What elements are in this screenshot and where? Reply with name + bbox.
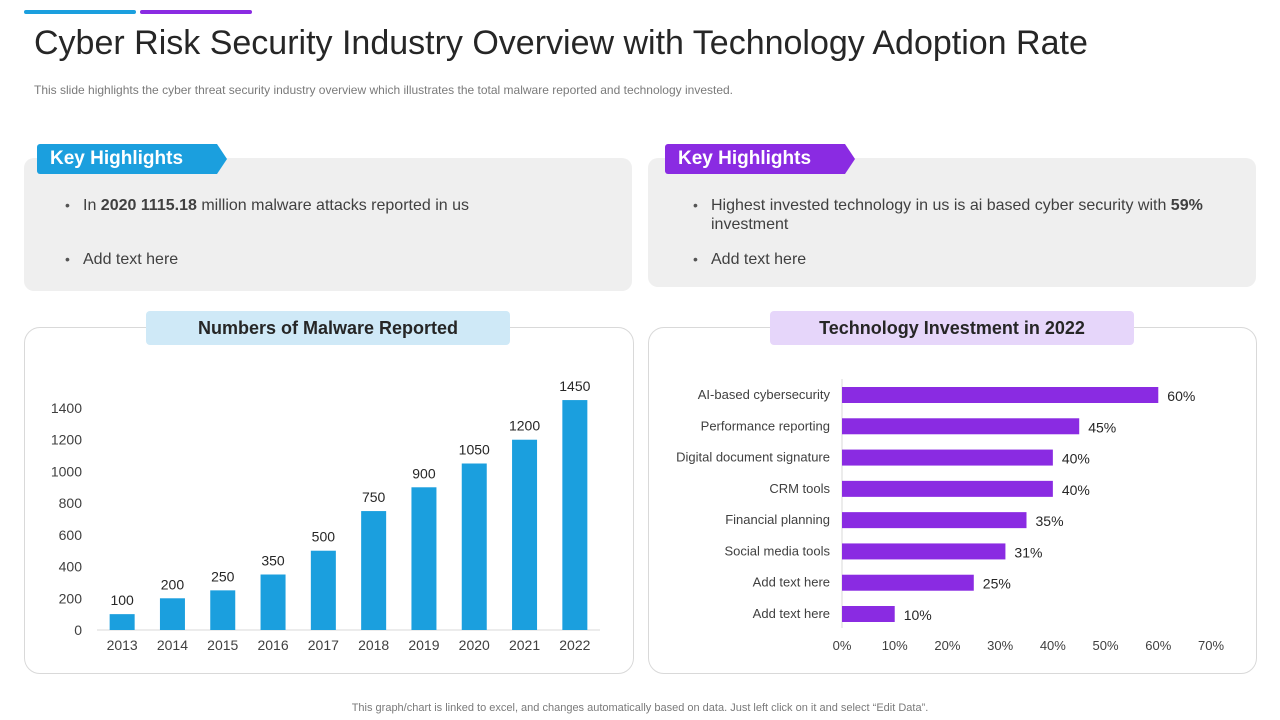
bar — [461, 463, 487, 630]
highlight-right-bullet-1-post: investment — [711, 216, 789, 233]
bar-value-label: 750 — [362, 489, 386, 505]
investment-chart-title: Technology Investment in 2022 — [770, 311, 1134, 345]
x-tick-label: 30% — [987, 638, 1013, 653]
y-tick-label: 1400 — [51, 400, 82, 416]
x-tick-label: 40% — [1040, 638, 1066, 653]
bar — [562, 400, 588, 630]
bar-value-label: 1200 — [509, 418, 540, 434]
bar — [361, 511, 387, 630]
bar-value-label: 500 — [312, 529, 336, 545]
page-title: Cyber Risk Security Industry Overview wi… — [34, 24, 1088, 62]
highlight-right-bullet-1: Highest invested technology in us is ai … — [693, 196, 1213, 234]
y-tick-label: 1000 — [51, 463, 82, 479]
hbar-value-label: 10% — [904, 607, 932, 623]
hbar — [842, 449, 1053, 466]
highlights-list-left: In 2020 1115.18 million malware attacks … — [65, 196, 605, 269]
bar — [310, 550, 336, 630]
y-tick-label: 1200 — [51, 432, 82, 448]
highlight-left-bullet-2: Add text here — [65, 250, 605, 269]
hbar-value-label: 40% — [1062, 482, 1090, 498]
x-tick-label: 2020 — [459, 637, 490, 653]
bar-value-label: 200 — [161, 576, 185, 592]
x-tick-label: 20% — [934, 638, 960, 653]
malware-chart-title: Numbers of Malware Reported — [146, 311, 510, 345]
hbar — [842, 480, 1053, 497]
bar-value-label: 100 — [110, 592, 134, 608]
hbar-value-label: 60% — [1167, 388, 1195, 404]
category-label: CRM tools — [769, 481, 830, 496]
y-tick-label: 800 — [59, 495, 83, 511]
hbar-value-label: 45% — [1088, 419, 1116, 435]
highlight-left-bullet-1-post: million malware attacks reported in us — [196, 197, 470, 214]
x-tick-label: 2016 — [257, 637, 288, 653]
hbar-value-label: 31% — [1014, 544, 1042, 560]
page-subtitle: This slide highlights the cyber threat s… — [34, 83, 734, 97]
key-highlights-tag-left-label: Key Highlights — [50, 148, 184, 169]
x-tick-label: 2015 — [207, 637, 238, 653]
highlights-list-right: Highest invested technology in us is ai … — [693, 196, 1213, 269]
key-highlights-tag-right: Key Highlights — [665, 144, 855, 174]
category-label: Financial planning — [725, 512, 830, 527]
accent-bar-blue — [24, 10, 136, 14]
bar-value-label: 1050 — [459, 442, 490, 458]
x-tick-label: 2019 — [408, 637, 439, 653]
hbar — [842, 574, 974, 591]
x-tick-label: 60% — [1145, 638, 1171, 653]
y-tick-label: 600 — [59, 527, 83, 543]
highlight-right-bullet-1-pre: Highest invested technology in us is ai … — [711, 197, 1171, 214]
x-tick-label: 2022 — [559, 637, 590, 653]
y-tick-label: 200 — [59, 590, 83, 606]
bar — [109, 614, 135, 630]
category-label: Add text here — [753, 575, 830, 590]
highlight-left-bullet-1-bold: 2020 1115.18 — [100, 197, 197, 214]
category-label: Digital document signature — [676, 450, 830, 465]
category-label: Add text here — [753, 606, 830, 621]
hbar-value-label: 40% — [1062, 451, 1090, 467]
bar — [512, 439, 538, 630]
footer-note: This graph/chart is linked to excel, and… — [351, 702, 929, 714]
x-tick-label: 50% — [1093, 638, 1119, 653]
hbar-value-label: 35% — [1036, 513, 1064, 529]
highlight-right-bullet-1-bold: 59% — [1170, 197, 1203, 214]
highlight-right-bullet-2: Add text here — [693, 250, 1213, 269]
key-highlights-tag-right-label: Key Highlights — [678, 148, 812, 169]
bar-value-label: 250 — [211, 568, 235, 584]
x-tick-label: 2014 — [157, 637, 188, 653]
x-tick-label: 2018 — [358, 637, 389, 653]
x-tick-label: 2021 — [509, 637, 540, 653]
x-tick-label: 2013 — [107, 637, 138, 653]
category-label: Social media tools — [725, 543, 831, 558]
bar-value-label: 350 — [261, 553, 285, 569]
bar — [159, 598, 185, 630]
bar — [411, 487, 437, 630]
hbar — [842, 543, 1006, 560]
x-tick-label: 70% — [1198, 638, 1224, 653]
bar-value-label: 1450 — [559, 378, 590, 394]
hbar — [842, 418, 1080, 435]
bar-value-label: 900 — [412, 465, 436, 481]
bar — [210, 590, 236, 630]
hbar — [842, 606, 895, 622]
x-tick-label: 0% — [833, 638, 852, 653]
bar — [260, 574, 286, 630]
highlight-left-bullet-1-pre: In — [83, 197, 101, 214]
y-tick-label: 0 — [74, 622, 82, 638]
highlight-left-bullet-1: In 2020 1115.18 million malware attacks … — [65, 196, 605, 215]
hbar-value-label: 25% — [983, 576, 1011, 592]
category-label: AI-based cybersecurity — [698, 387, 831, 402]
x-tick-label: 10% — [882, 638, 908, 653]
accent-bar-purple — [140, 10, 252, 14]
x-tick-label: 2017 — [308, 637, 339, 653]
y-tick-label: 400 — [59, 559, 83, 575]
category-label: Performance reporting — [701, 418, 830, 433]
key-highlights-tag-left: Key Highlights — [37, 144, 227, 174]
investment-chart-panel — [648, 327, 1257, 674]
hbar — [842, 387, 1159, 403]
hbar — [842, 512, 1027, 529]
